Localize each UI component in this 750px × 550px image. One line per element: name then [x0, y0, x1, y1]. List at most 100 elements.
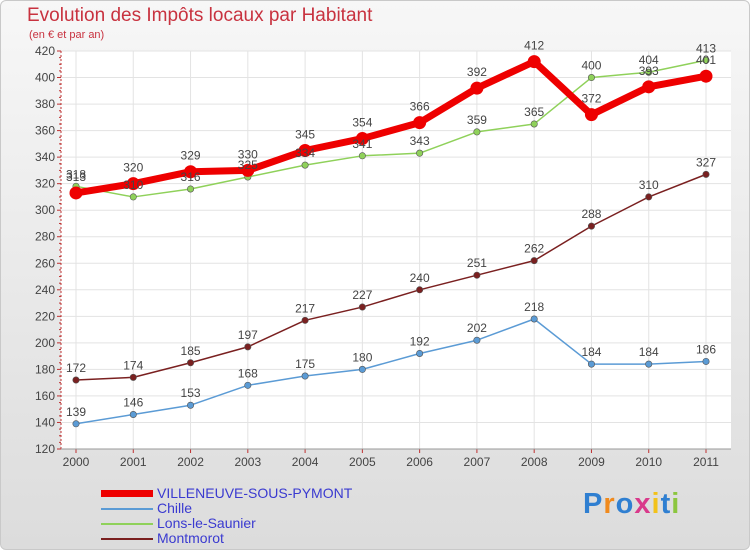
legend-label: VILLENEUVE-SOUS-PYMONT [157, 485, 353, 501]
legend-item[interactable]: VILLENEUVE-SOUS-PYMONT [101, 486, 352, 501]
data-label: 310 [639, 178, 659, 192]
data-point [587, 74, 595, 82]
x-tick-label: 2001 [120, 455, 147, 469]
data-label: 172 [66, 361, 86, 375]
x-tick-label: 2002 [177, 455, 204, 469]
data-label: 153 [181, 386, 201, 400]
data-label: 146 [123, 396, 143, 410]
data-label: 393 [639, 64, 659, 78]
data-point [129, 193, 137, 201]
logo-letter: t [660, 488, 672, 520]
y-tick-label: 220 [35, 309, 55, 323]
legend-label: Montmorot [157, 530, 224, 546]
data-point [416, 286, 424, 294]
data-label: 325 [238, 158, 258, 172]
y-tick-label: 380 [35, 97, 55, 111]
x-tick-label: 2000 [63, 455, 90, 469]
data-point [587, 222, 595, 230]
y-tick-label: 320 [35, 177, 55, 191]
x-tick-label: 2006 [406, 455, 433, 469]
data-point [129, 411, 137, 419]
data-label: 313 [66, 170, 86, 184]
x-tick-label: 2010 [635, 455, 662, 469]
data-point [126, 177, 140, 191]
data-label: 192 [410, 334, 430, 348]
x-tick-label: 2005 [349, 455, 376, 469]
data-label: 412 [524, 39, 544, 53]
data-point [298, 144, 312, 157]
data-point [187, 185, 195, 193]
logo-letter: P [583, 488, 604, 520]
data-point [358, 365, 366, 373]
data-point [187, 401, 195, 409]
series-line [75, 173, 707, 381]
data-label: 251 [467, 256, 487, 270]
data-point [584, 108, 598, 122]
y-tick-label: 180 [35, 362, 55, 376]
x-tick-label: 2008 [521, 455, 548, 469]
data-point [645, 193, 653, 201]
data-label: 413 [696, 41, 716, 55]
y-tick-label: 200 [35, 336, 55, 350]
series-line [75, 318, 707, 425]
x-tick-label: 2004 [292, 455, 319, 469]
y-tick-label: 420 [35, 44, 55, 58]
data-point [413, 116, 427, 130]
data-series [69, 55, 713, 428]
data-point [473, 128, 481, 136]
data-point [72, 420, 80, 428]
y-tick-label: 160 [35, 389, 55, 403]
y-tick-label: 360 [35, 124, 55, 138]
y-tick-label: 120 [35, 442, 55, 456]
data-point [527, 55, 541, 69]
data-point [241, 163, 255, 177]
data-label: 139 [66, 405, 86, 419]
x-tick-label: 2009 [578, 455, 605, 469]
proxiti-logo: Proxiti [583, 488, 680, 521]
data-point [72, 376, 80, 384]
y-tick-label: 300 [35, 203, 55, 217]
data-point [184, 165, 198, 179]
legend-label: Chille [157, 500, 193, 516]
data-label: 310 [123, 178, 143, 192]
data-label: 341 [352, 137, 372, 151]
x-tick-label: 2007 [464, 455, 491, 469]
data-label: 343 [410, 134, 430, 148]
data-label: 400 [581, 59, 601, 73]
legend-swatch [101, 537, 153, 540]
y-tick-label: 260 [35, 256, 55, 270]
data-label: 202 [467, 321, 487, 335]
data-point [358, 152, 366, 160]
logo-letter: o [615, 488, 635, 520]
data-label: 174 [123, 358, 143, 372]
legend-item[interactable]: Chille [101, 501, 352, 516]
axes: 120 140 160 180 200 220 240 260 280 300 320 340 360 3… [35, 44, 731, 469]
data-point [301, 372, 309, 380]
data-label: 168 [238, 366, 258, 380]
data-label: 227 [352, 288, 372, 302]
data-label: 334 [295, 146, 315, 160]
y-tick-label: 400 [35, 71, 55, 85]
logo-letter: r [603, 488, 616, 520]
data-label: 330 [238, 147, 258, 161]
data-point [416, 349, 424, 357]
data-point [530, 120, 538, 128]
data-label: 354 [352, 116, 372, 130]
chart-subtitle: (en € et par an) [29, 29, 105, 41]
data-point [187, 359, 195, 367]
data-point [358, 303, 366, 311]
data-label: 180 [352, 350, 372, 364]
legend-item[interactable]: Montmorot [101, 531, 352, 546]
data-labels: 318 310 316 325 334 341 343 359 365 400 404 413 139 1… [66, 39, 716, 419]
legend-swatch [101, 490, 153, 497]
data-label: 217 [295, 301, 315, 315]
legend-label: Lons-le-Saunier [157, 515, 256, 531]
data-point [69, 186, 83, 200]
data-point [530, 257, 538, 265]
legend: VILLENEUVE-SOUS-PYMONT Chille Lons-le-Sa… [101, 486, 352, 546]
data-label: 185 [181, 344, 201, 358]
legend-item[interactable]: Lons-le-Saunier [101, 516, 352, 531]
data-label: 392 [467, 65, 487, 79]
legend-swatch [101, 522, 153, 525]
data-label: 288 [581, 207, 601, 221]
